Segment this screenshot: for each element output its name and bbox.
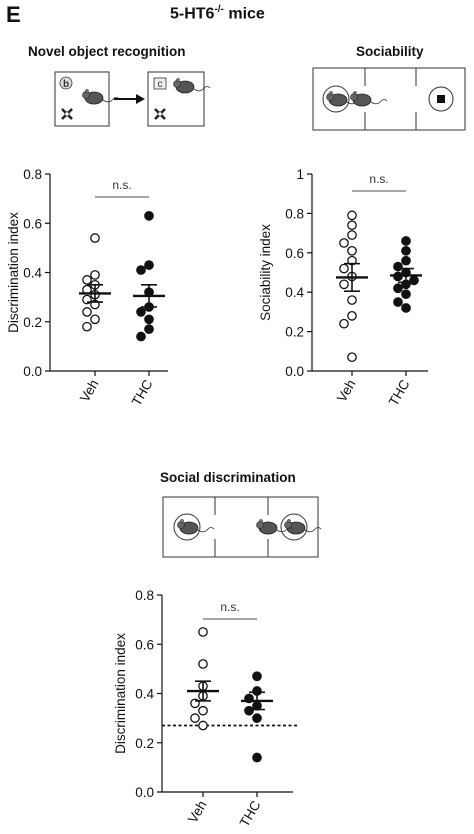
main-title-suffix: mice: [223, 5, 265, 23]
data-point-filled: [401, 255, 411, 266]
y-tick-label: 0.4: [135, 687, 154, 702]
main-title-text: 5-HT6: [170, 5, 215, 23]
significance-label: n.s.: [112, 178, 131, 192]
data-point-open: [347, 230, 357, 240]
data-point-open: [90, 270, 100, 280]
data-point-filled: [393, 283, 403, 294]
y-tick-label: 0.0: [135, 785, 154, 800]
object-icon: [437, 95, 445, 103]
social-discrimination-apparatus: [162, 496, 322, 558]
y-tick-label: 1: [296, 167, 304, 182]
data-point-open: [347, 220, 357, 231]
data-point-open: [90, 314, 100, 325]
y-tick-label: 0.2: [23, 315, 42, 330]
y-tick-label: 0.4: [23, 266, 42, 281]
y-axis-label: Sociability index: [258, 224, 273, 321]
data-point-filled: [252, 671, 262, 682]
data-point-filled: [401, 289, 411, 300]
data-point-filled: [401, 245, 411, 256]
significance-label: n.s.: [220, 600, 239, 614]
y-tick-label: 0.2: [285, 325, 304, 340]
data-point-filled: [136, 265, 146, 275]
y-tick-label: 0.6: [23, 216, 42, 231]
y-tick-label: 0.8: [135, 588, 154, 603]
data-point-filled: [144, 211, 154, 221]
data-point-open: [347, 295, 357, 305]
data-point-open: [347, 245, 357, 256]
data-point-filled: [144, 324, 154, 334]
data-point-open: [339, 318, 349, 329]
data-point-filled: [244, 705, 254, 716]
data-point-filled: [393, 297, 403, 307]
object-b-icon: [59, 76, 73, 90]
data-point-open: [198, 720, 208, 731]
y-tick-label: 0.6: [135, 637, 154, 652]
data-point-filled: [252, 752, 262, 763]
nor-title: Novel object recognition: [28, 44, 186, 59]
data-point-filled: [144, 314, 154, 325]
data-point-open: [198, 627, 208, 637]
sociability-apparatus: [312, 67, 466, 131]
sociability-title: Sociability: [356, 44, 424, 59]
data-point-filled: [144, 260, 154, 270]
data-point-open: [347, 310, 357, 321]
data-point-open: [82, 321, 92, 332]
y-axis-label: Discrimination index: [6, 212, 21, 333]
data-point-open: [190, 713, 200, 723]
x-tick-label: THC: [237, 798, 264, 830]
main-title-superscript: -/-: [214, 4, 224, 15]
main-title: 5-HT6-/- mice: [170, 4, 265, 23]
data-point-open: [198, 659, 208, 669]
data-point-open: [198, 705, 208, 716]
y-tick-label: 0.8: [285, 206, 304, 221]
y-tick-label: 0.4: [285, 285, 304, 300]
data-point-filled: [252, 713, 262, 723]
significance-label: n.s.: [369, 172, 388, 186]
data-point-filled: [401, 236, 411, 246]
x-tick-label: Veh: [185, 798, 210, 826]
y-axis-label: Discrimination index: [113, 633, 128, 754]
social-discrimination-title: Social discrimination: [160, 470, 296, 485]
data-point-filled: [401, 303, 411, 313]
data-point-open: [347, 352, 357, 363]
nor-box-left: b: [54, 71, 120, 127]
y-tick-label: 0.2: [135, 736, 154, 751]
data-point-open: [347, 210, 357, 221]
data-point-filled: [136, 331, 146, 342]
arrow-icon: [114, 94, 145, 104]
y-tick-label: 0.8: [23, 167, 42, 182]
data-point-open: [339, 279, 349, 290]
y-tick-label: 0.6: [285, 246, 304, 261]
data-point-open: [339, 238, 349, 248]
object-c-icon: [153, 77, 167, 90]
data-point-open: [90, 233, 100, 243]
object-c-label: c: [158, 79, 163, 90]
object-b-label: b: [63, 79, 69, 90]
data-point-open: [82, 307, 92, 317]
y-tick-label: 0.0: [23, 364, 42, 379]
nor-box-right: c: [147, 71, 211, 127]
y-tick-label: 0.0: [285, 364, 304, 379]
panel-letter: E: [6, 2, 21, 27]
